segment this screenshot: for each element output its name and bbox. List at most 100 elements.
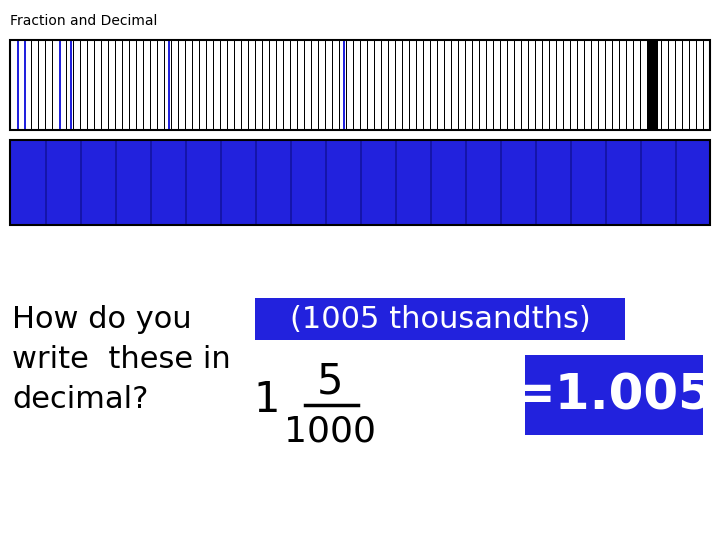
- Bar: [318, 40, 319, 130]
- Bar: [700, 40, 701, 130]
- Bar: [374, 40, 375, 130]
- Bar: [633, 40, 634, 130]
- Bar: [300, 40, 302, 130]
- Bar: [27, 40, 28, 130]
- Bar: [353, 40, 354, 130]
- Bar: [223, 40, 225, 130]
- Bar: [405, 40, 406, 130]
- Text: 1000: 1000: [284, 415, 376, 449]
- Bar: [104, 40, 105, 130]
- Bar: [325, 40, 326, 130]
- Bar: [101, 40, 102, 130]
- Bar: [255, 40, 256, 130]
- Bar: [119, 40, 120, 130]
- Bar: [510, 40, 511, 130]
- Bar: [290, 140, 292, 225]
- Bar: [38, 40, 39, 130]
- Bar: [153, 40, 154, 130]
- Bar: [493, 40, 494, 130]
- Bar: [343, 40, 345, 130]
- Bar: [542, 40, 543, 130]
- Bar: [115, 140, 117, 225]
- Bar: [297, 40, 298, 130]
- Bar: [332, 40, 333, 130]
- Bar: [608, 40, 609, 130]
- Bar: [689, 40, 690, 130]
- Bar: [650, 40, 652, 130]
- Bar: [196, 40, 197, 130]
- Bar: [136, 40, 137, 130]
- Bar: [234, 40, 235, 130]
- Bar: [416, 40, 417, 130]
- Bar: [574, 40, 575, 130]
- Bar: [500, 40, 501, 130]
- Bar: [657, 40, 658, 130]
- Bar: [227, 40, 228, 130]
- Bar: [367, 40, 368, 130]
- Bar: [45, 40, 46, 130]
- Bar: [482, 40, 483, 130]
- Bar: [10, 40, 11, 130]
- Bar: [430, 140, 431, 225]
- Bar: [623, 40, 624, 130]
- Bar: [497, 40, 498, 130]
- Text: 5: 5: [317, 360, 343, 402]
- Bar: [10, 40, 710, 130]
- Bar: [269, 40, 270, 130]
- Bar: [479, 40, 480, 130]
- Bar: [601, 40, 603, 130]
- Text: Fraction and Decimal: Fraction and Decimal: [10, 14, 158, 28]
- Text: How do you: How do you: [12, 305, 192, 334]
- Bar: [409, 40, 410, 130]
- Bar: [682, 40, 683, 130]
- Bar: [322, 40, 323, 130]
- Bar: [157, 40, 158, 130]
- Bar: [577, 40, 578, 130]
- Bar: [559, 40, 560, 130]
- Bar: [122, 40, 123, 130]
- Bar: [328, 40, 329, 130]
- Bar: [580, 40, 581, 130]
- Bar: [486, 40, 487, 130]
- Text: =1.005: =1.005: [514, 371, 714, 419]
- Bar: [535, 140, 536, 225]
- Bar: [706, 40, 707, 130]
- Bar: [255, 298, 625, 340]
- Bar: [465, 40, 466, 130]
- Bar: [444, 40, 445, 130]
- Bar: [307, 40, 308, 130]
- Bar: [563, 40, 564, 130]
- Bar: [94, 40, 95, 130]
- Bar: [437, 40, 438, 130]
- Bar: [507, 40, 508, 130]
- Bar: [647, 40, 657, 130]
- Bar: [181, 40, 182, 130]
- Bar: [388, 40, 389, 130]
- Bar: [206, 40, 207, 130]
- Bar: [612, 40, 613, 130]
- Bar: [605, 40, 606, 130]
- Bar: [549, 40, 550, 130]
- Bar: [150, 40, 151, 130]
- Bar: [248, 40, 249, 130]
- Bar: [675, 40, 676, 130]
- Bar: [570, 140, 572, 225]
- Bar: [199, 40, 200, 130]
- Bar: [129, 40, 130, 130]
- Bar: [598, 40, 599, 130]
- Bar: [668, 40, 669, 130]
- Bar: [279, 40, 280, 130]
- Bar: [213, 40, 214, 130]
- Bar: [10, 140, 710, 225]
- Text: write  these in: write these in: [12, 345, 230, 374]
- Bar: [472, 40, 473, 130]
- Bar: [24, 40, 26, 130]
- Bar: [304, 40, 305, 130]
- Bar: [115, 40, 116, 130]
- Bar: [10, 40, 710, 130]
- Text: (1005 thousandths): (1005 thousandths): [289, 305, 590, 334]
- Bar: [703, 40, 704, 130]
- Bar: [311, 40, 312, 130]
- Bar: [629, 40, 631, 130]
- Bar: [524, 40, 526, 130]
